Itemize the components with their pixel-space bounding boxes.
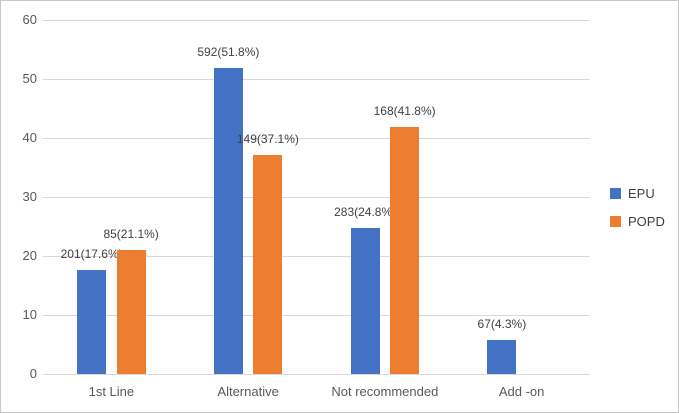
bar-epu-2 [350,227,380,374]
gridline-y-60 [43,19,590,21]
gridline-y-10 [43,314,590,316]
gridline-y-30 [43,196,590,198]
data-label-popd-0: 85(21.1%) [103,226,159,241]
data-label-epu-2: 283(24.8%) [334,204,397,219]
bar-popd-0 [116,249,146,374]
bar-epu-3 [487,339,517,374]
bar-epu-1 [213,68,243,374]
y-axis-tick-label: 10 [22,307,37,322]
legend-label-popd: POPD [628,214,665,229]
legend-swatch-epu-icon [610,188,621,199]
y-axis-tick-label: 20 [22,248,37,263]
gridline-y-40 [43,137,590,139]
y-axis-tick-label: 30 [22,189,37,204]
gridline-y-20 [43,255,590,257]
y-axis-tick-label: 60 [22,12,37,27]
gridline-y-50 [43,78,590,80]
legend: EPU POPD [610,186,665,229]
y-axis-tick-label: 50 [22,71,37,86]
bar-epu-0 [77,270,107,374]
legend-item-popd: POPD [610,214,665,229]
legend-swatch-popd-icon [610,216,621,227]
x-axis-category-label: 1st Line [88,384,135,399]
plot-area: 0 10 20 30 40 50 60 201(17.6%) 592(51.8%) 283(24.… [23,13,590,399]
legend-item-epu: EPU [610,186,665,201]
x-axis-category-label: Alternative [217,384,279,399]
bar-popd-2 [390,127,420,374]
data-label-popd-2: 168(41.8%) [373,104,436,119]
data-label-popd-1: 149(37.1%) [236,132,299,147]
data-label-epu-3: 67(4.3%) [477,316,527,331]
y-axis-tick-label: 0 [29,366,37,381]
gridline-y-0 [43,373,590,375]
data-label-epu-1: 592(51.8%) [197,45,260,60]
data-label-epu-0: 201(17.6%) [60,247,123,262]
x-axis-category-label: Not recommended [331,384,439,399]
x-axis-category-label: Add -on [498,384,545,399]
legend-label-epu: EPU [628,186,655,201]
y-axis-tick-label: 40 [22,130,37,145]
bar-popd-1 [253,155,283,374]
